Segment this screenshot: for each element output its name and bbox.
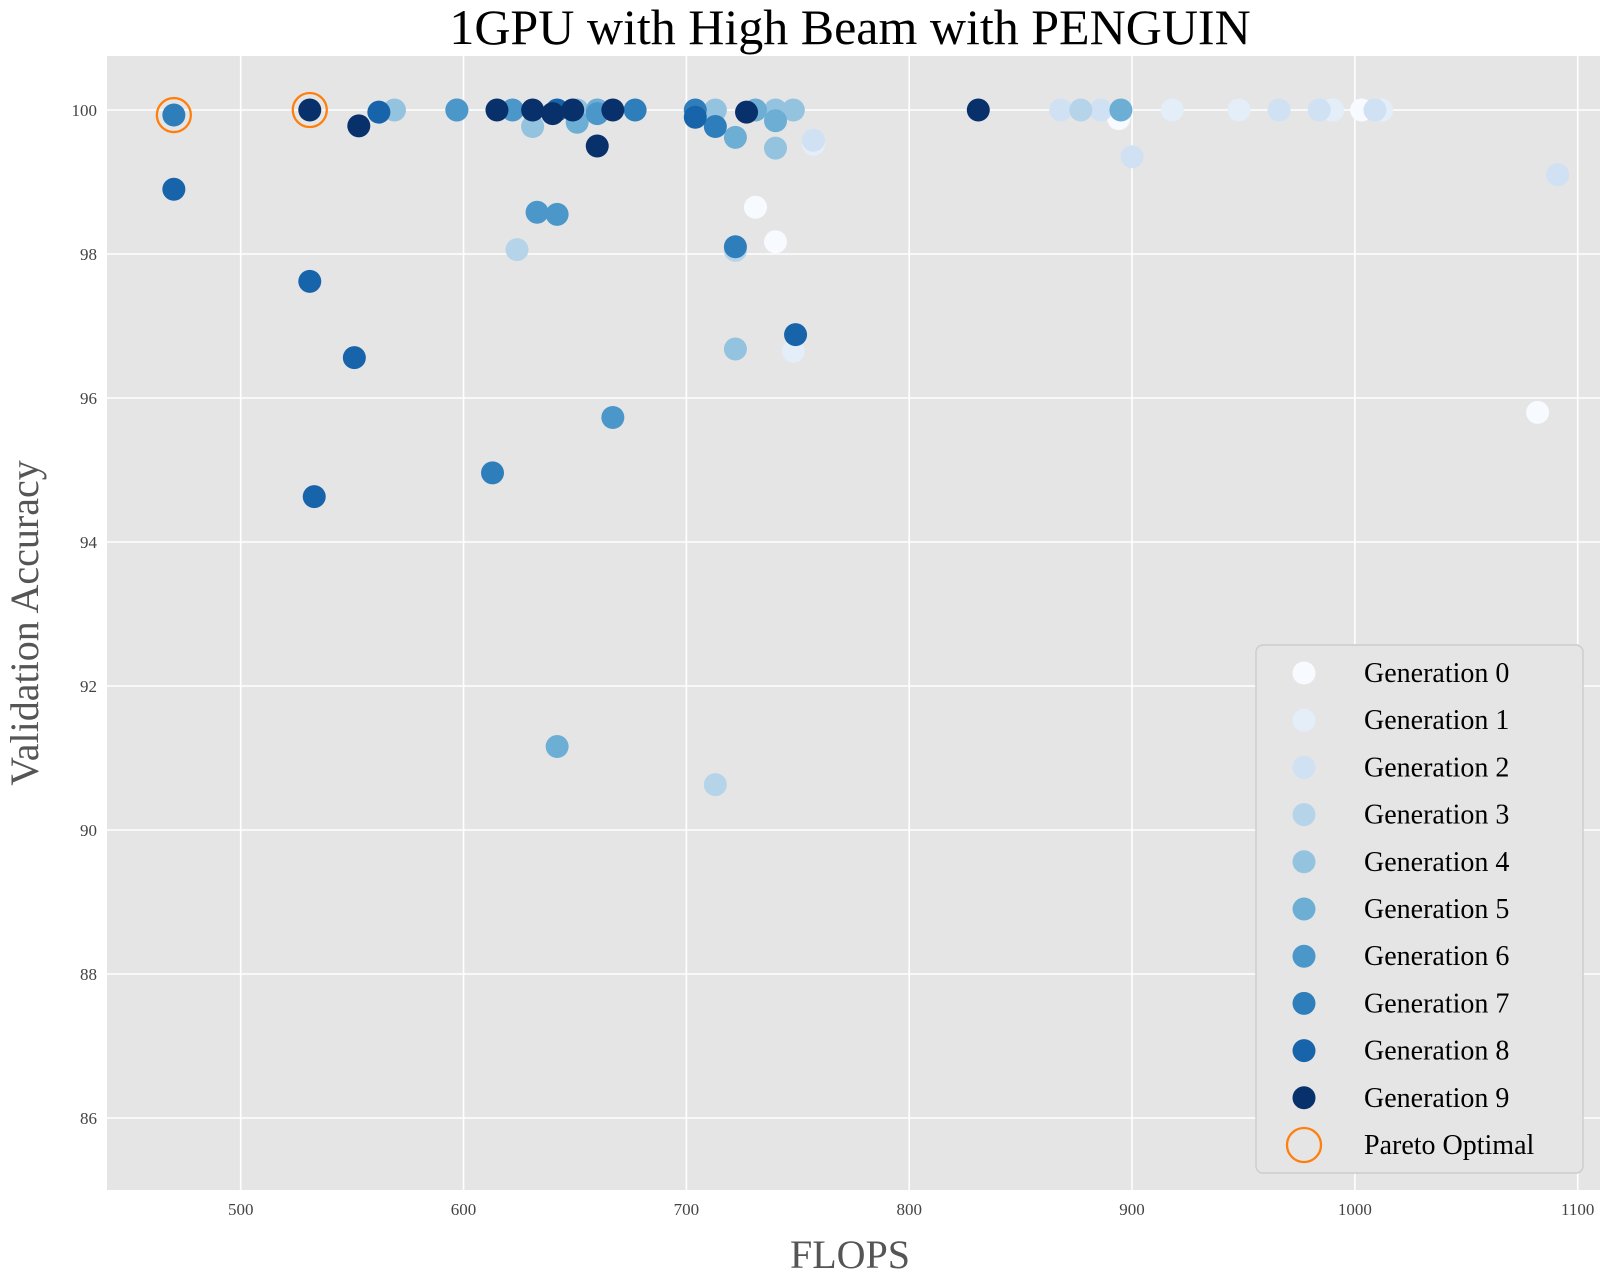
pareto-optimal-marker	[155, 96, 193, 134]
data-point-generation-8	[302, 485, 326, 509]
data-point-generation-0	[764, 230, 788, 254]
data-point-generation-3	[1069, 98, 1093, 122]
legend-marker-generation-6	[1292, 944, 1316, 968]
data-point-generation-5	[764, 109, 788, 133]
y-tick-label: 94	[80, 533, 98, 552]
data-point-generation-4	[703, 98, 727, 122]
legend-label: Generation 3	[1364, 800, 1509, 831]
y-tick-label: 98	[80, 245, 97, 264]
data-point-generation-4	[764, 136, 788, 160]
y-tick-label: 92	[80, 677, 97, 696]
data-point-generation-6	[525, 200, 549, 224]
data-point-generation-7	[481, 461, 505, 485]
tick-labels: 500 600 700 800 900 1000 1100 86 88 90 92 94 96 98 100	[72, 101, 1595, 1219]
legend-marker-generation-2	[1292, 755, 1316, 779]
y-tick-label: 90	[80, 821, 97, 840]
data-point-generation-2	[1267, 98, 1291, 122]
chart-title: 1GPU with High Beam with PENGUIN	[449, 0, 1250, 55]
data-point-generation-1	[1160, 98, 1184, 122]
data-point-generation-8	[683, 105, 707, 129]
data-point-generation-8	[784, 323, 808, 347]
y-tick-label: 86	[80, 1109, 97, 1128]
legend-marker-generation-8	[1292, 1039, 1316, 1063]
legend-marker-generation-9	[1292, 1086, 1316, 1110]
data-point-generation-7	[162, 103, 186, 127]
legend-label: Generation 2	[1364, 752, 1509, 783]
data-point-generation-2	[1049, 98, 1073, 122]
data-point-generation-2	[801, 128, 825, 152]
data-point-generation-9	[541, 102, 565, 126]
legend-label: Generation 6	[1364, 941, 1509, 972]
data-point-generation-0	[1526, 400, 1550, 424]
pareto-markers	[155, 91, 328, 134]
data-point-generation-4	[723, 337, 747, 361]
data-point-generation-2	[1089, 98, 1113, 122]
y-tick-label: 96	[80, 389, 97, 408]
x-axis-label: FLOPS	[790, 1232, 910, 1277]
x-tick-label: 600	[451, 1200, 477, 1219]
data-point-generation-3	[505, 238, 529, 262]
data-point-generation-8	[367, 100, 391, 124]
legend-label: Generation 9	[1364, 1083, 1509, 1114]
data-point-generation-9	[966, 98, 990, 122]
legend-label: Generation 5	[1364, 894, 1509, 925]
data-point-generation-5	[1109, 98, 1133, 122]
x-tick-label: 700	[674, 1200, 700, 1219]
data-point-generation-9	[485, 98, 509, 122]
legend-marker-generation-3	[1292, 803, 1316, 827]
data-point-generation-9	[735, 100, 759, 124]
data-point-generation-6	[445, 98, 469, 122]
x-tick-label: 900	[1119, 1200, 1145, 1219]
x-tick-label: 500	[228, 1200, 254, 1219]
legend-label: Generation 8	[1364, 1036, 1509, 1067]
data-point-generation-8	[342, 346, 366, 370]
legend-marker-generation-5	[1292, 897, 1316, 921]
data-point-generation-7	[623, 98, 647, 122]
data-point-generation-9	[521, 98, 545, 122]
legend-marker-generation-1	[1292, 708, 1316, 732]
legend-label: Generation 7	[1364, 988, 1509, 1019]
data-point-generation-2	[1120, 145, 1144, 169]
data-point-generation-9	[347, 114, 371, 138]
data-point-generation-9	[585, 134, 609, 158]
data-point-generation-7	[703, 115, 727, 139]
data-point-generation-1	[1227, 98, 1251, 122]
data-point-generation-9	[561, 98, 585, 122]
legend: Generation 0 Generation 1 Generation 2 Gene…	[1255, 644, 1584, 1174]
x-tick-label: 800	[896, 1200, 922, 1219]
legend-label: Generation 0	[1364, 658, 1509, 689]
data-point-generation-5	[545, 734, 569, 758]
y-tick-label: 100	[72, 101, 98, 120]
data-point-generation-4	[521, 115, 545, 139]
data-points	[162, 98, 1570, 797]
legend-marker-generation-4	[1292, 850, 1316, 874]
x-tick-label: 1000	[1338, 1200, 1372, 1219]
y-axis-label: Validation Accuracy	[2, 460, 47, 785]
legend-label: Generation 1	[1364, 705, 1509, 736]
pareto-optimal-marker	[291, 91, 328, 129]
data-point-generation-8	[298, 269, 322, 293]
data-point-generation-4	[781, 98, 805, 122]
data-point-generation-9	[601, 98, 625, 122]
y-tick-label: 88	[80, 965, 97, 984]
data-point-generation-8	[162, 177, 186, 201]
legend-label: Pareto Optimal	[1364, 1130, 1535, 1161]
legend-box	[1255, 644, 1584, 1174]
data-point-generation-9	[298, 98, 322, 122]
legend-label: Generation 4	[1364, 847, 1509, 878]
data-point-generation-0	[743, 195, 767, 219]
data-point-generation-7	[723, 235, 747, 259]
data-point-generation-6	[545, 202, 569, 226]
legend-marker-pareto	[1285, 1126, 1323, 1164]
data-point-generation-2	[1307, 98, 1331, 122]
data-point-generation-2	[1546, 163, 1570, 187]
data-point-generation-5	[723, 125, 747, 149]
data-point-generation-3	[703, 773, 727, 797]
x-tick-label: 1100	[1561, 1200, 1594, 1219]
data-point-generation-2	[1363, 98, 1387, 122]
data-point-generation-6	[601, 405, 625, 429]
legend-marker-generation-0	[1292, 661, 1316, 685]
legend-marker-generation-7	[1292, 991, 1316, 1015]
